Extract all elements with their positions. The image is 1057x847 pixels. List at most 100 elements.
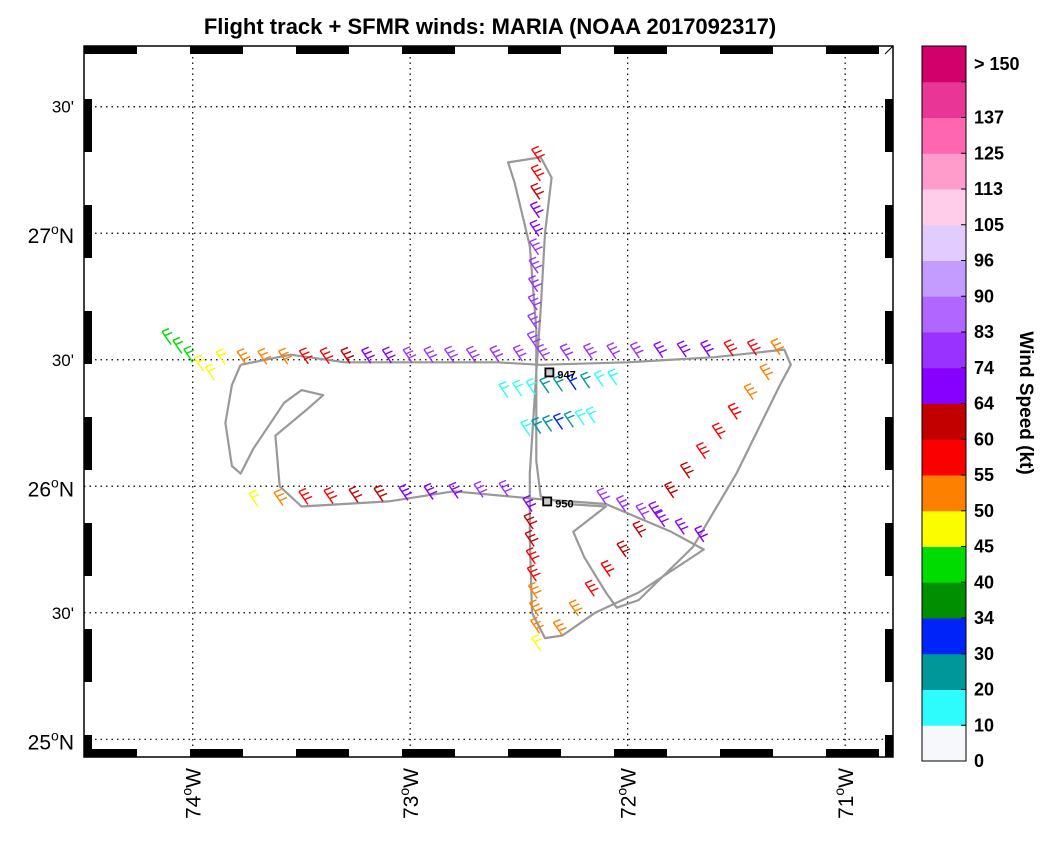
frame-edge-segment [885, 629, 893, 682]
barb-flag [398, 483, 407, 489]
barb-flag [530, 315, 539, 321]
wind-barb [527, 311, 542, 330]
barb-shaft [568, 602, 579, 617]
barb-flag [577, 412, 586, 417]
barb-shaft [531, 637, 542, 652]
barb-flag [367, 354, 375, 359]
colorbar-tick-label: 30 [974, 644, 994, 664]
wind-barb [319, 347, 334, 365]
wind-barb [700, 339, 714, 357]
barb-flag [519, 352, 527, 357]
colorbar-segment [922, 725, 966, 762]
colorbar-tick-label: 74 [974, 358, 994, 378]
barb-flag [530, 334, 538, 339]
barb-flag [529, 219, 538, 224]
wind-barb [298, 347, 313, 365]
frame-edge-segment [614, 46, 667, 54]
barb-flag [305, 355, 313, 360]
barb-flag [535, 246, 543, 251]
center-fix-label: 947 [557, 369, 575, 381]
barb-flag [276, 492, 285, 498]
barb-flag [727, 402, 736, 407]
barb-flag [479, 488, 488, 494]
barb-shaft [530, 185, 541, 200]
barb-shaft [615, 498, 627, 512]
barb-flag [723, 339, 732, 344]
wind-barb [323, 486, 338, 504]
colorbar-tick-label: 10 [974, 715, 994, 735]
wind-barb [194, 354, 205, 372]
wind-barb [541, 414, 553, 432]
barb-flag [376, 488, 385, 494]
wind-barb [568, 599, 583, 617]
barb-shaft [664, 484, 675, 499]
barb-shaft [373, 488, 384, 502]
wind-barb [530, 616, 544, 634]
barb-flag [454, 489, 463, 495]
wind-barb [723, 339, 738, 357]
center-fix-marker [544, 367, 555, 378]
colorbar-segment [922, 510, 966, 547]
wind-barb [536, 343, 550, 361]
colorbar-tick-label: 20 [974, 680, 994, 700]
barb-flag [699, 445, 707, 451]
colorbar-segment [922, 582, 966, 619]
barb-shaft [525, 550, 536, 565]
barb-flag [661, 518, 669, 523]
barb-flag [635, 502, 644, 507]
frame-edge-segment [885, 417, 893, 470]
barb-flag [525, 377, 534, 383]
barb-flag [619, 498, 627, 504]
barb-shaft [444, 348, 455, 363]
barb-flag [641, 510, 650, 515]
barb-flag [512, 379, 520, 384]
barb-shaft [531, 148, 542, 163]
barb-shaft [530, 167, 541, 182]
barb-flag [197, 358, 205, 363]
colorbar-tick-label: 40 [974, 572, 994, 592]
wind-barb [183, 345, 195, 363]
center-fix-label: 950 [555, 498, 573, 510]
barb-flag [498, 381, 507, 386]
barb-flag [388, 354, 396, 359]
frame-edge-segment [84, 46, 137, 54]
barb-shaft [257, 350, 268, 365]
barb-shaft [616, 543, 627, 558]
barb-flag [348, 485, 357, 491]
barb-shaft [298, 350, 309, 365]
colorbar-segment [922, 546, 966, 583]
barb-flag [654, 508, 663, 514]
barb-flag [473, 480, 482, 486]
barb-flag [186, 349, 195, 354]
wind-barb [582, 342, 597, 360]
barb-flag [616, 494, 624, 500]
barb-flag [298, 487, 307, 493]
barb-flag [343, 350, 352, 356]
barb-shaft [528, 278, 539, 293]
barb-flag [559, 626, 567, 632]
y-tick-label: 25oN [28, 727, 74, 754]
barb-flag [516, 348, 524, 353]
barb-flag [606, 567, 615, 573]
barb-flag [656, 344, 665, 350]
barb-flag [257, 347, 266, 352]
barb-flag [346, 354, 355, 360]
wind-barb [615, 494, 630, 512]
barb-flag [426, 349, 435, 355]
wind-barb [489, 345, 504, 363]
frame-edge-segment [84, 417, 92, 470]
colorbar-segment [922, 403, 966, 440]
wind-barb [743, 383, 758, 401]
wind-barb [423, 482, 438, 500]
wind-barb [278, 347, 292, 365]
barb-flag [606, 342, 615, 347]
barb-shaft [248, 493, 259, 507]
barb-shaft [531, 420, 542, 434]
barb-flag [632, 520, 641, 525]
wind-barb [635, 502, 650, 520]
frame-edge-segment [826, 46, 879, 54]
barb-flag [175, 340, 184, 346]
frame-edge-segment [885, 99, 893, 152]
frame-edge-segment [720, 46, 773, 54]
barb-shaft [566, 376, 577, 391]
